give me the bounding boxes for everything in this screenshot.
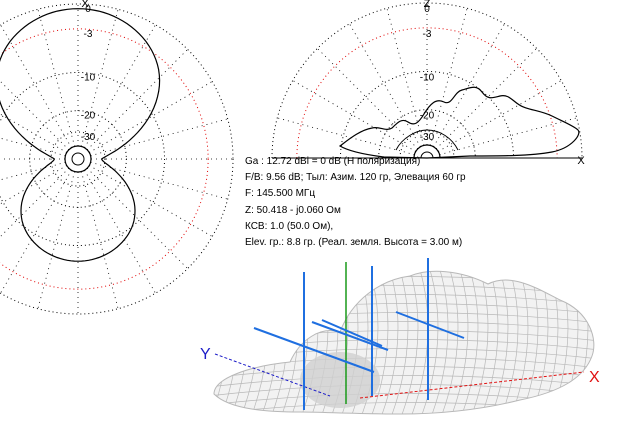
azimuth-ring [0, 71, 166, 247]
mesh-line [214, 384, 594, 398]
y-axis-line [214, 353, 331, 397]
frequency-line: F: 145.500 МГц [245, 188, 316, 200]
elevation-spoke [433, 23, 505, 147]
antenna-element [321, 319, 383, 347]
azimuth-pattern-curve [0, 8, 161, 262]
mesh-line [214, 375, 594, 389]
mesh-line [399, 271, 419, 414]
elevation-spoke [435, 48, 537, 150]
mesh-line [469, 271, 489, 414]
mesh-line [419, 271, 439, 414]
elevation-ring-label: 0 [424, 4, 430, 15]
antenna-element [253, 327, 375, 373]
mesh-line [499, 271, 519, 414]
elevation-spoke [429, 8, 468, 146]
3d-x-axis-label: X [589, 369, 600, 386]
azimuth-spoke [80, 171, 119, 309]
elevation-ring-label: -3 [423, 29, 432, 40]
impedance-line: Z: 50.418 - j0.060 Ом [245, 204, 341, 216]
elevation-ring-label: -10 [420, 72, 435, 83]
antenna-element [311, 321, 389, 351]
azimuth-spoke [89, 81, 213, 153]
elevation-spoke [386, 8, 425, 146]
azimuth-spoke [0, 167, 70, 238]
front-back-line: F/B: 9.56 dB; Тыл: Азим. 120 гр, Элеваци… [245, 172, 466, 184]
elevation-pattern-curve [338, 86, 580, 159]
azimuth-center-ring [64, 145, 92, 173]
3d-y-axis-label: Y [200, 346, 211, 363]
azimuth-spoke [37, 9, 76, 147]
azimuth-spoke [80, 9, 119, 147]
azimuth-ring-label: -3 [84, 29, 93, 40]
azimuth-axis-label: X [81, 0, 89, 10]
elevation-axis-label-right: X [577, 155, 585, 167]
azimuth-spoke [0, 137, 66, 157]
mesh-line [389, 271, 409, 414]
elevation-ring [271, 2, 583, 159]
elevation-polar-plot: 0 -3 -10 -20 -30 [271, 2, 583, 159]
azimuth-ring [0, 28, 209, 290]
elevation-spoke [438, 80, 562, 152]
azimuth-spoke [0, 80, 70, 151]
azimuth-spoke [86, 49, 188, 151]
mesh-line [214, 271, 219, 414]
mesh-line [214, 366, 594, 380]
elevation-spoke [317, 48, 419, 150]
azimuth-spoke [86, 167, 188, 269]
3d-pattern-view [190, 258, 595, 420]
azimuth-ring [0, 3, 234, 315]
azimuth-spoke [0, 165, 67, 205]
mesh-line [429, 271, 449, 414]
elevation-ring [399, 130, 455, 159]
pattern-surface [213, 270, 595, 415]
antenna-info-panel: Ga : 12.72 dBi = 0 dB (Н поляризация) F/… [245, 154, 466, 251]
elevation-ring-label: -30 [420, 132, 435, 143]
elevation-line: Elev. гр.: 8.8 гр. (Реал. земля. Высота … [245, 237, 463, 249]
azimuth-ring [50, 131, 106, 187]
azimuth-spoke [84, 24, 156, 148]
azimuth-ring-label: -10 [81, 72, 96, 83]
azimuth-center-dot [71, 152, 85, 166]
antenna-element [395, 311, 465, 339]
elevation-ring-label: -20 [420, 111, 435, 122]
elevation-ring [296, 27, 558, 159]
elevation-spoke [439, 117, 577, 156]
elevation-spoke [292, 80, 416, 152]
x-axis-line [359, 371, 585, 399]
azimuth-polar-plot: 0-3-10-20-30 [0, 3, 234, 315]
azimuth-spoke [0, 113, 67, 153]
elevation-spoke [277, 117, 415, 156]
azimuth-spoke [90, 161, 228, 200]
mesh-line [190, 270, 208, 420]
azimuth-spoke [0, 24, 72, 148]
elevation-inner-lobe [395, 129, 459, 151]
azimuth-spoke [89, 165, 213, 237]
swr-line: КСВ: 1.0 (50.0 Ом), [245, 220, 334, 232]
azimuth-spoke [37, 171, 76, 309]
gain-line: Ga : 12.72 dBi = 0 dB (Н поляризация) [245, 156, 421, 167]
azimuth-spoke [84, 170, 156, 294]
azimuth-spoke [0, 170, 72, 294]
elevation-axis-label-top: Z [424, 0, 431, 10]
azimuth-ring-label: -30 [81, 132, 96, 143]
azimuth-spoke [90, 118, 228, 157]
azimuth-spoke [0, 161, 66, 181]
elevation-center-dot [420, 151, 434, 159]
azimuth-ring-label: -20 [81, 111, 96, 122]
elevation-ring [339, 70, 515, 159]
mesh-line [459, 271, 479, 414]
elevation-spoke [349, 23, 421, 147]
mesh-line [379, 271, 399, 414]
mesh-line [479, 271, 499, 414]
mesh-line [369, 271, 389, 414]
